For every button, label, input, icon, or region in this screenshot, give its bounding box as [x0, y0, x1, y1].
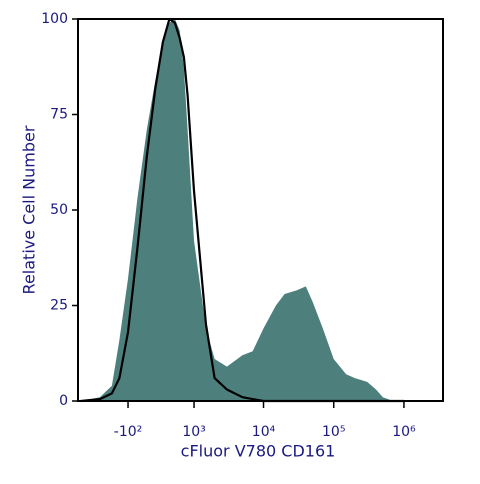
x-tick-label: 10⁶	[392, 424, 416, 440]
x-tick-label: 10³	[182, 424, 205, 440]
y-tick-label: 0	[59, 393, 68, 409]
y-tick-label: 25	[50, 298, 68, 314]
x-tick-label: 10⁵	[322, 424, 345, 440]
x-axis-label: cFluor V780 CD161	[181, 442, 336, 461]
y-tick-label: 100	[41, 11, 68, 27]
y-tick-label: 50	[50, 202, 68, 218]
y-axis-label: Relative Cell Number	[20, 125, 39, 294]
histogram-area	[80, 19, 404, 401]
x-tick-label: -10²	[114, 424, 142, 440]
x-tick-label: 10⁴	[252, 424, 276, 440]
y-tick-label: 75	[50, 107, 68, 123]
